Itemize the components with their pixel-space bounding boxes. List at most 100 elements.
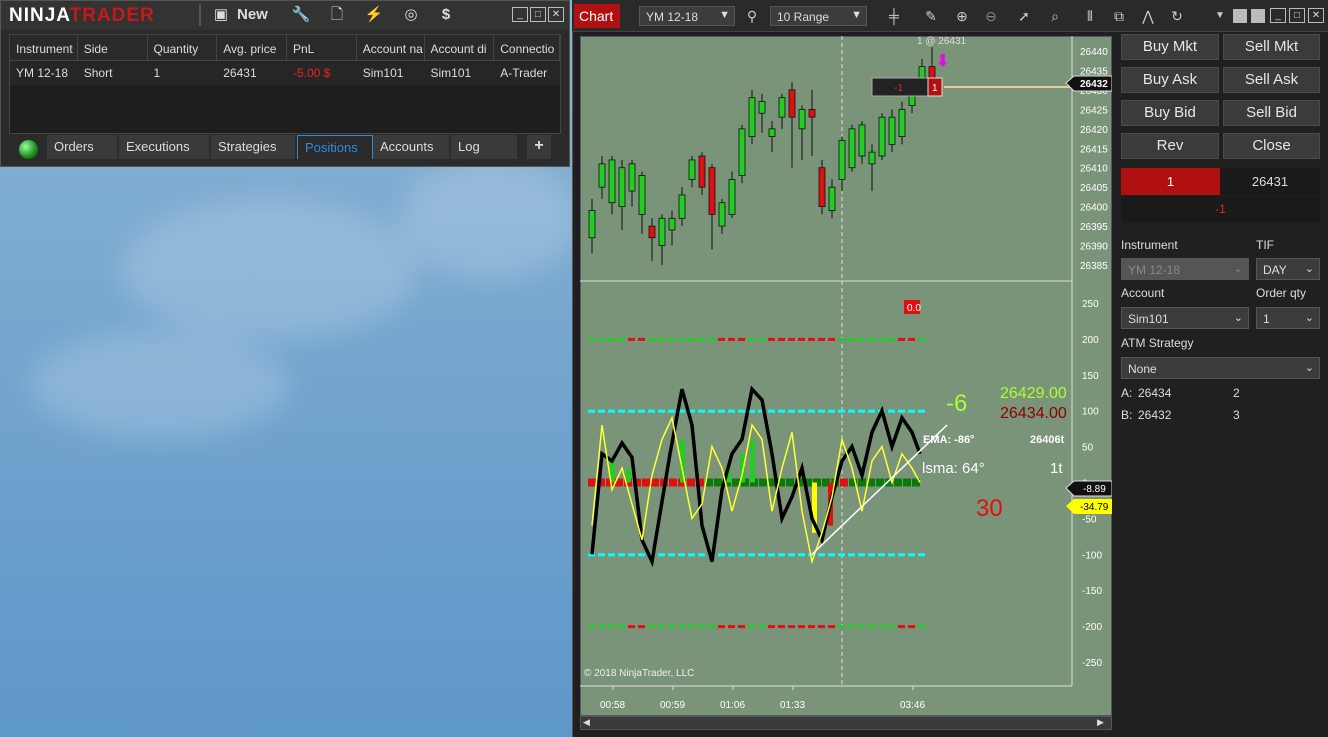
chevron-down-icon: ⌄	[1233, 263, 1243, 275]
tab-positions[interactable]: Positions	[297, 135, 373, 159]
close-icon[interactable]: ✕	[548, 7, 564, 22]
layout-icon[interactable]	[1251, 9, 1265, 23]
minimize-icon[interactable]: _	[512, 7, 528, 22]
column-header[interactable]: Account na	[357, 35, 425, 60]
buy-ask-button[interactable]: Buy Ask	[1121, 67, 1219, 93]
level-line-minus-100	[838, 553, 845, 557]
green-value: -6	[946, 390, 967, 417]
level-line-100	[918, 409, 925, 413]
candle-body	[878, 116, 886, 157]
order-qty-stepper[interactable]: 1 ⌄	[1256, 307, 1320, 329]
bar-type-selector[interactable]: 10 Range ▼	[770, 6, 867, 26]
tools-icon[interactable]: 🔧	[291, 6, 311, 23]
level-line-minus-100	[628, 553, 635, 557]
zero-line-block	[633, 478, 641, 487]
indicator-badge-text: 0.0	[907, 303, 921, 314]
close-icon[interactable]: ✕	[1308, 8, 1324, 23]
buy-mkt-button[interactable]: Buy Mkt	[1121, 34, 1219, 60]
instrument-select[interactable]: YM 12-18 ⌄	[1121, 258, 1249, 280]
chart-scrollbar[interactable]: ◀ ▶	[580, 716, 1112, 730]
level-line-minus-200	[598, 625, 605, 629]
table-row[interactable]: YM 12-18 Short 1 26431 -5.00 $ Sim101 Sim101 A-…	[10, 61, 560, 85]
level-line-minus-100	[848, 553, 855, 557]
chart-plot-area[interactable]	[580, 36, 1112, 716]
column-header[interactable]: Quantity	[148, 35, 218, 60]
close-button[interactable]: Close	[1223, 133, 1320, 159]
chart-tab[interactable]: Chart	[574, 4, 620, 28]
column-header[interactable]: PnL	[287, 35, 357, 60]
sell-marker-icon: ⬇	[936, 53, 949, 70]
tab-strategies[interactable]: Strategies	[211, 135, 295, 159]
level-line-200	[658, 337, 665, 341]
chart-trader-icon[interactable]: ⋀	[1142, 8, 1154, 24]
level-line-minus-100	[858, 553, 865, 557]
zoom-in-icon[interactable]: ⊕	[956, 8, 968, 24]
data-box-icon[interactable]: ⌕	[1051, 8, 1059, 24]
trend-line	[811, 424, 948, 555]
refresh-icon[interactable]: ↻	[1171, 8, 1183, 24]
level-line-minus-200	[848, 625, 855, 629]
dollar-icon[interactable]: $	[441, 6, 451, 23]
column-header[interactable]: Connectio	[494, 35, 561, 60]
last-price-tag-text: 26432	[1080, 79, 1108, 90]
atm-strategy-select[interactable]: None ⌄	[1121, 357, 1320, 379]
candle-body	[808, 108, 816, 118]
tab-orders[interactable]: Orders	[47, 135, 117, 159]
strategies-icon[interactable]: ⧉	[1114, 8, 1124, 24]
sell-bid-button[interactable]: Sell Bid	[1223, 100, 1320, 126]
scroll-left-icon[interactable]: ◀	[583, 717, 590, 727]
position-price-display: 26431	[1220, 168, 1320, 195]
column-header[interactable]: Account di	[425, 35, 495, 60]
column-header[interactable]: Avg. price	[217, 35, 287, 60]
tab-log[interactable]: Log	[451, 135, 517, 159]
maximize-icon[interactable]: □	[1289, 8, 1305, 23]
draw-pencil-icon[interactable]: ✎	[925, 8, 937, 24]
layout-icon[interactable]	[1233, 9, 1247, 23]
indicators-icon[interactable]: ⫴	[1087, 8, 1093, 24]
position-qty-box[interactable]	[927, 77, 943, 97]
chart-canvas[interactable]: 2644026435264302642526420264152641026405…	[580, 36, 1112, 716]
level-line-minus-100	[768, 553, 775, 557]
zero-line-block	[597, 478, 605, 487]
new-icon[interactable]: ▣	[213, 6, 229, 23]
maximize-icon[interactable]: □	[530, 7, 546, 22]
tab-executions[interactable]: Executions	[119, 135, 209, 159]
column-header[interactable]: Instrument	[10, 35, 78, 60]
candle-body	[858, 124, 866, 157]
workspaces-icon[interactable]: 🗋	[330, 6, 344, 23]
level-line-minus-200	[888, 625, 895, 629]
column-header[interactable]: Side	[78, 35, 148, 60]
scroll-right-icon[interactable]: ▶	[1097, 717, 1104, 727]
tif-select[interactable]: DAY ⌄	[1256, 258, 1320, 280]
more-chevron-icon[interactable]: ▼	[1215, 10, 1225, 21]
cloud	[30, 330, 290, 440]
minimize-icon[interactable]: _	[1270, 8, 1286, 23]
level-line-100	[698, 409, 705, 413]
level-line-minus-100	[638, 553, 645, 557]
instrument-selector[interactable]: YM 12-18 ▼	[639, 6, 735, 26]
zero-line-block	[642, 478, 650, 487]
help-icon[interactable]: ◎	[404, 6, 418, 23]
control-center-titlebar[interactable]: NINJATRADER ▣ New 🔧 🗋 ⚡ ◎ $ _ □ ✕	[1, 1, 569, 30]
zero-line-block	[885, 478, 893, 487]
new-menu[interactable]: New	[237, 6, 268, 23]
chevron-down-icon: ⌄	[1304, 263, 1314, 275]
zoom-out-icon[interactable]: ⊖	[985, 8, 997, 24]
account-select[interactable]: Sim101 ⌄	[1121, 307, 1249, 329]
chart-style-icon[interactable]: ╪	[889, 8, 899, 24]
buy-bid-button[interactable]: Buy Bid	[1121, 100, 1219, 126]
ask-label: A:	[1121, 386, 1133, 400]
connections-icon[interactable]: ⚡	[364, 6, 384, 23]
search-icon[interactable]: ⚲	[746, 8, 758, 24]
tab-accounts[interactable]: Accounts	[373, 135, 449, 159]
level-line-100	[668, 409, 675, 413]
level-line-minus-200	[808, 625, 815, 629]
rev-button[interactable]: Rev	[1121, 133, 1219, 159]
instrument-label: Instrument	[1121, 238, 1178, 252]
add-tab-button[interactable]: +	[527, 135, 551, 159]
sell-ask-button[interactable]: Sell Ask	[1223, 67, 1320, 93]
price-tick: 26395	[1080, 222, 1108, 233]
pointer-icon[interactable]: ➚	[1018, 8, 1030, 24]
sell-mkt-button[interactable]: Sell Mkt	[1223, 34, 1320, 60]
account-select-value: Sim101	[1128, 312, 1169, 326]
